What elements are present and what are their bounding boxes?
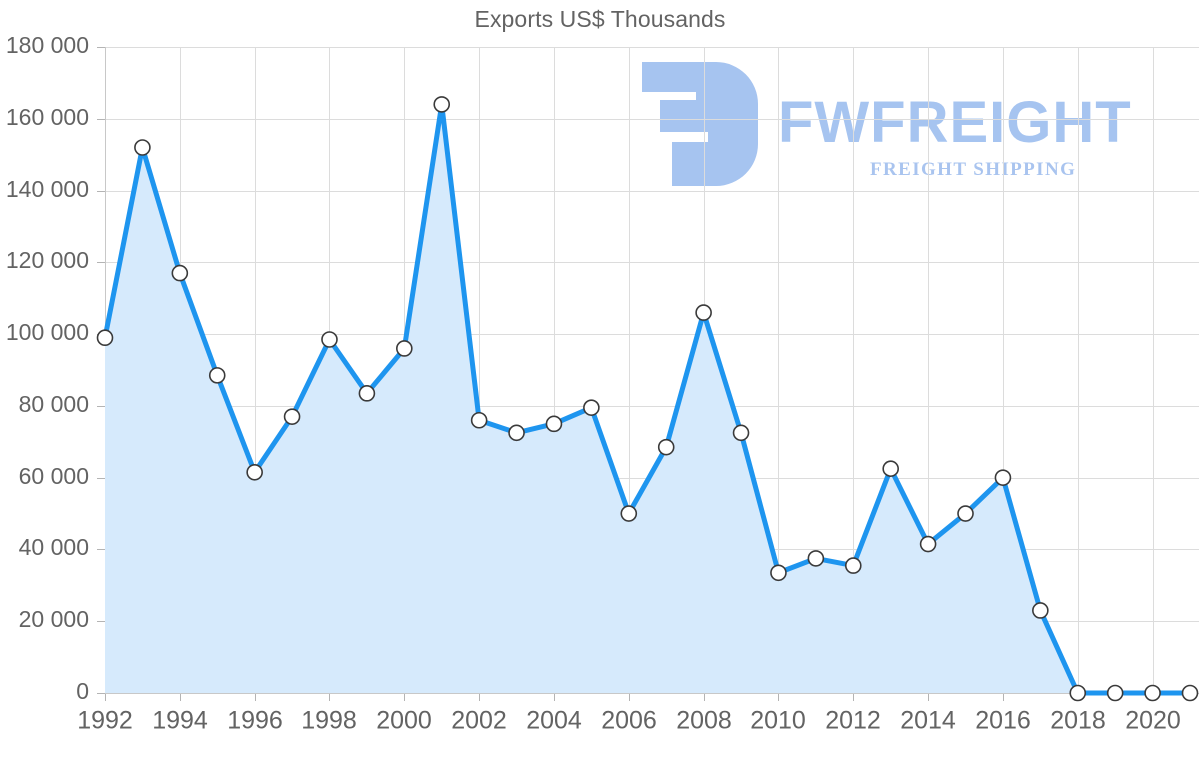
data-point-marker[interactable] xyxy=(283,408,301,425)
x-tick-label: 2010 xyxy=(750,707,806,735)
data-point-marker[interactable] xyxy=(1032,602,1049,619)
y-axis-tick-labels: 0 20 000 40 000 60 000 80 000 100 000 120 000 1… xyxy=(6,32,89,704)
x-tick-label: 2000 xyxy=(376,707,432,735)
x-tick-label: 2014 xyxy=(900,707,956,735)
y-tick-label: 160 000 xyxy=(6,104,89,130)
data-point-marker[interactable] xyxy=(96,329,114,347)
y-tick-label: 140 000 xyxy=(6,176,89,202)
data-point-marker[interactable] xyxy=(807,550,825,567)
data-point-marker[interactable] xyxy=(957,505,974,522)
data-point-marker[interactable] xyxy=(1106,684,1124,702)
data-point-marker[interactable] xyxy=(396,340,413,357)
x-tick-label: 2004 xyxy=(526,707,582,735)
data-point-marker[interactable] xyxy=(695,304,712,321)
y-tick-label: 180 000 xyxy=(6,32,89,58)
data-point-marker[interactable] xyxy=(358,385,376,402)
data-point-marker[interactable] xyxy=(620,505,638,522)
series-line-path xyxy=(102,101,1193,696)
data-point-marker[interactable] xyxy=(470,411,488,429)
y-tick-label: 80 000 xyxy=(19,391,89,417)
y-tick-label: 100 000 xyxy=(6,319,89,345)
x-tick-label: 1992 xyxy=(77,707,133,735)
data-point-marker[interactable] xyxy=(994,469,1012,486)
data-point-marker[interactable] xyxy=(1069,684,1087,702)
x-axis-tick-labels: 1992 1994 1996 1998 2000 2002 2004 2006 2008 2010… xyxy=(77,707,1181,735)
x-tick-label: 1996 xyxy=(227,707,283,735)
data-point-marker[interactable] xyxy=(171,264,189,282)
data-point-marker[interactable] xyxy=(508,424,525,442)
series-area xyxy=(105,104,1190,694)
series-line xyxy=(102,101,1193,696)
x-tick-label: 2016 xyxy=(975,707,1031,735)
x-tick-label: 2002 xyxy=(451,707,507,735)
chart-title: Exports US$ Thousands xyxy=(474,6,726,32)
data-point-marker[interactable] xyxy=(583,399,600,416)
data-point-marker[interactable] xyxy=(208,367,226,384)
y-tick-label: 40 000 xyxy=(19,534,89,560)
data-point-marker[interactable] xyxy=(732,424,750,442)
series-area-fill xyxy=(105,104,1190,694)
data-point-marker[interactable] xyxy=(919,535,937,553)
data-point-marker[interactable] xyxy=(1144,684,1161,702)
x-tick-label: 1994 xyxy=(152,707,208,735)
data-point-marker[interactable] xyxy=(882,460,899,477)
data-point-marker[interactable] xyxy=(433,96,451,113)
y-tick-label: 60 000 xyxy=(19,463,89,489)
data-point-marker[interactable] xyxy=(246,463,263,481)
x-tick-label: 2006 xyxy=(601,707,657,735)
series-markers xyxy=(96,96,1199,702)
x-tick-label: 2012 xyxy=(825,707,881,735)
x-tick-label: 2018 xyxy=(1050,707,1106,735)
y-tick-label: 20 000 xyxy=(19,606,89,632)
x-tick-label: 1998 xyxy=(301,707,357,735)
y-tick-label: 120 000 xyxy=(6,247,89,273)
data-point-marker[interactable] xyxy=(657,438,675,456)
data-point-marker[interactable] xyxy=(770,564,787,582)
data-point-marker[interactable] xyxy=(321,331,338,348)
x-tick-label: 2008 xyxy=(676,707,732,735)
y-tick-label: 0 xyxy=(76,678,89,704)
data-point-marker[interactable] xyxy=(134,139,151,156)
data-point-marker[interactable] xyxy=(1181,684,1199,702)
x-tick-label: 2020 xyxy=(1125,707,1181,735)
data-point-marker[interactable] xyxy=(545,415,563,433)
data-point-marker[interactable] xyxy=(844,557,862,574)
